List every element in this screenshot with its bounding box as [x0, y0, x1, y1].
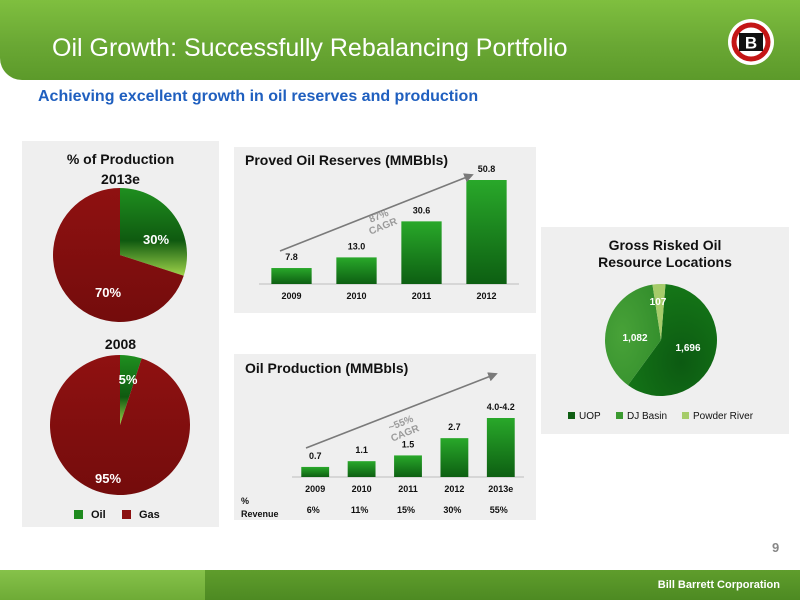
data-label-2009: 0.7: [309, 451, 322, 461]
proved-reserves-panel: Proved Oil Reserves (MMBbls) 7.8 2009 13.0…: [234, 147, 536, 313]
pie-slice-gas: [53, 188, 184, 322]
revenue-value-2011: 15%: [397, 505, 415, 515]
logo-letter: B: [745, 34, 757, 53]
legend-label-gas: Gas: [139, 509, 160, 521]
bar-2012: [440, 438, 469, 477]
revenue-label-percent: %: [241, 496, 249, 506]
legend-label-oil: Oil: [91, 509, 106, 521]
risked-locations-title: Gross Risked Oil Resource Locations: [598, 237, 732, 270]
footer-bar: Bill Barrett Corporation: [0, 570, 800, 600]
trend-arrow: [279, 173, 474, 252]
pie-slice-dj-basin: [605, 284, 661, 386]
company-name: Bill Barrett Corporation: [657, 579, 780, 591]
data-label-2010: 13.0: [348, 241, 366, 251]
page-number: 9: [772, 540, 780, 555]
pie-slice-oil: [120, 188, 187, 276]
data-label-2013e: 4.0-4.2: [487, 402, 515, 412]
legend-swatch-uop: [568, 412, 575, 419]
pie-label-powder-river: 107: [650, 297, 667, 308]
legend-swatch-gas: [122, 510, 131, 519]
production-mix-year-2013e: 2013e: [101, 171, 140, 187]
bar-2011: [401, 221, 442, 284]
proved-reserves-chart: 7.8 2009 13.0 2010 30.6 2011 50.8 2012 87%CAGR: [259, 164, 519, 301]
legend-swatch-oil: [74, 510, 83, 519]
data-label-2009: 7.8: [285, 252, 298, 262]
revenue-value-2012: 30%: [443, 505, 461, 515]
risked-locations-panel: Gross Risked Oil Resource Locations 1,69…: [541, 227, 789, 434]
svg-text:87%CAGR: 87%CAGR: [363, 206, 399, 238]
bar-2010: [347, 461, 376, 477]
legend-label-dj-basin: DJ Basin: [627, 411, 667, 422]
pie-chart-2008: 5% 95%: [49, 355, 190, 495]
footer-left-block: [0, 570, 205, 600]
pie-legend: Oil Gas: [74, 509, 160, 521]
data-label-2012: 2.7: [448, 422, 461, 432]
bar-2009: [271, 268, 312, 284]
data-label-2012: 50.8: [478, 164, 496, 174]
legend-label-uop: UOP: [579, 411, 601, 422]
pie-slice-gas: [49, 355, 190, 495]
pie-label-oil: 30%: [143, 232, 169, 247]
bar-2011: [394, 455, 422, 477]
bar-2012: [466, 180, 507, 284]
page-title: Oil Growth: Successfully Rebalancing Por…: [52, 34, 568, 62]
oil-production-panel: Oil Production (MMBbls) 0.7 2009 1.1 2010 1.…: [234, 354, 536, 520]
pie-slice-powder-river: [652, 284, 666, 340]
pie-label-gas: 70%: [95, 285, 121, 300]
tick-label-2009: 2009: [305, 484, 325, 494]
svg-text:~55%CAGR: ~55%CAGR: [385, 413, 421, 445]
bar-2013e: [486, 418, 515, 477]
data-label-2010: 1.1: [355, 445, 368, 455]
oil-production-title: Oil Production (MMBbls): [245, 360, 409, 376]
tick-label-2010: 2010: [346, 291, 366, 301]
pie-label-oil: 5%: [119, 372, 138, 387]
tick-label-2009: 2009: [281, 291, 301, 301]
company-logo: B: [728, 19, 774, 65]
risked-locations-chart: 1,696 1,082 107 UOP DJ Basin Powder River: [568, 284, 754, 422]
subtitle: Achieving excellent growth in oil reserv…: [38, 88, 479, 105]
tick-label-2011: 2011: [412, 291, 432, 301]
tick-label-2012: 2012: [476, 291, 496, 301]
bar-2010: [336, 257, 377, 284]
data-label-2011: 1.5: [402, 439, 415, 449]
pie-label-uop: 1,696: [675, 343, 700, 354]
cagr-annotation: ~55%CAGR: [385, 413, 422, 445]
legend-swatch-dj-basin: [616, 412, 623, 419]
pie-label-dj-basin: 1,082: [622, 333, 647, 344]
oil-production-chart: 0.7 2009 1.1 2010 1.5 2011 2.7 2012 4.0-4.2 2013e…: [241, 372, 524, 519]
revenue-value-2009: 6%: [307, 505, 320, 515]
pie-label-gas: 95%: [95, 471, 121, 486]
legend-label-powder-river: Powder River: [693, 411, 754, 422]
cagr-annotation: 87%CAGR: [363, 206, 399, 238]
header-bar: [0, 0, 800, 80]
data-label-2011: 30.6: [413, 205, 431, 215]
pie-slice-uop: [627, 284, 717, 396]
pie-chart-2013e: 30% 70%: [53, 188, 187, 322]
trend-arrow: [305, 372, 498, 449]
footer-right-block: Bill Barrett Corporation: [205, 570, 800, 600]
revenue-value-2010: 11%: [351, 505, 369, 515]
production-mix-panel: % of Production 2013e 30% 70% 2008 5% 95% …: [22, 141, 219, 527]
bar-2009: [301, 466, 330, 477]
revenue-value-2013e: 55%: [490, 505, 508, 515]
production-mix-year-2008: 2008: [104, 336, 137, 352]
tick-label-2012: 2012: [444, 484, 464, 494]
tick-label-2013e: 2013e: [488, 484, 513, 494]
production-mix-title: % of Production: [66, 151, 175, 167]
tick-label-2010: 2010: [352, 484, 372, 494]
revenue-label-word: Revenue: [241, 509, 279, 519]
tick-label-2011: 2011: [398, 484, 418, 494]
legend-swatch-powder-river: [682, 412, 689, 419]
proved-reserves-title: Proved Oil Reserves (MMBbls): [245, 152, 449, 168]
pie-slice-oil: [120, 355, 142, 425]
